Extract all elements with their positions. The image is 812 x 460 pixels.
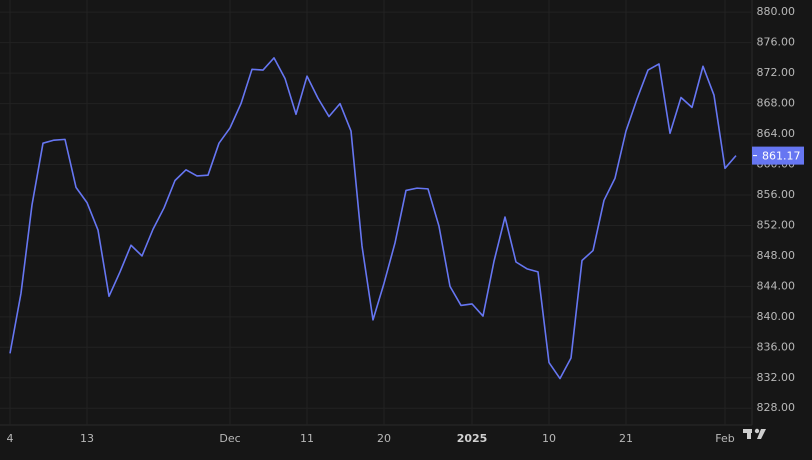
y-tick-label: 836.00 [757,340,796,353]
y-tick-label: 832.00 [757,371,796,384]
x-tick-label: Dec [219,432,240,445]
x-tick-label: 4 [7,432,14,445]
y-tick-label: 880.00 [757,5,796,18]
y-tick-label: 856.00 [757,188,796,201]
y-tick-label: 872.00 [757,66,796,79]
price-line [9,57,737,380]
y-tick-label: 828.00 [757,401,796,414]
y-tick-label: 864.00 [757,127,796,140]
y-tick-label: 876.00 [757,36,796,49]
logo [743,428,766,439]
y-tick-label: 844.00 [757,279,796,292]
x-tick-label: 13 [80,432,94,445]
x-tick-label: 2025 [457,432,488,445]
x-tick-label: Feb [715,432,734,445]
last-value-label: 861.17 [762,150,801,163]
y-tick-label: 868.00 [757,97,796,110]
x-tick-label: 20 [377,432,391,445]
y-tick-label: 840.00 [757,310,796,323]
y-tick-label: 852.00 [757,218,796,231]
x-tick-label: 11 [300,432,314,445]
x-tick-label: 10 [542,432,556,445]
y-tick-label: 848.00 [757,249,796,262]
x-tick-label: 21 [619,432,633,445]
last-value-box [752,146,804,165]
